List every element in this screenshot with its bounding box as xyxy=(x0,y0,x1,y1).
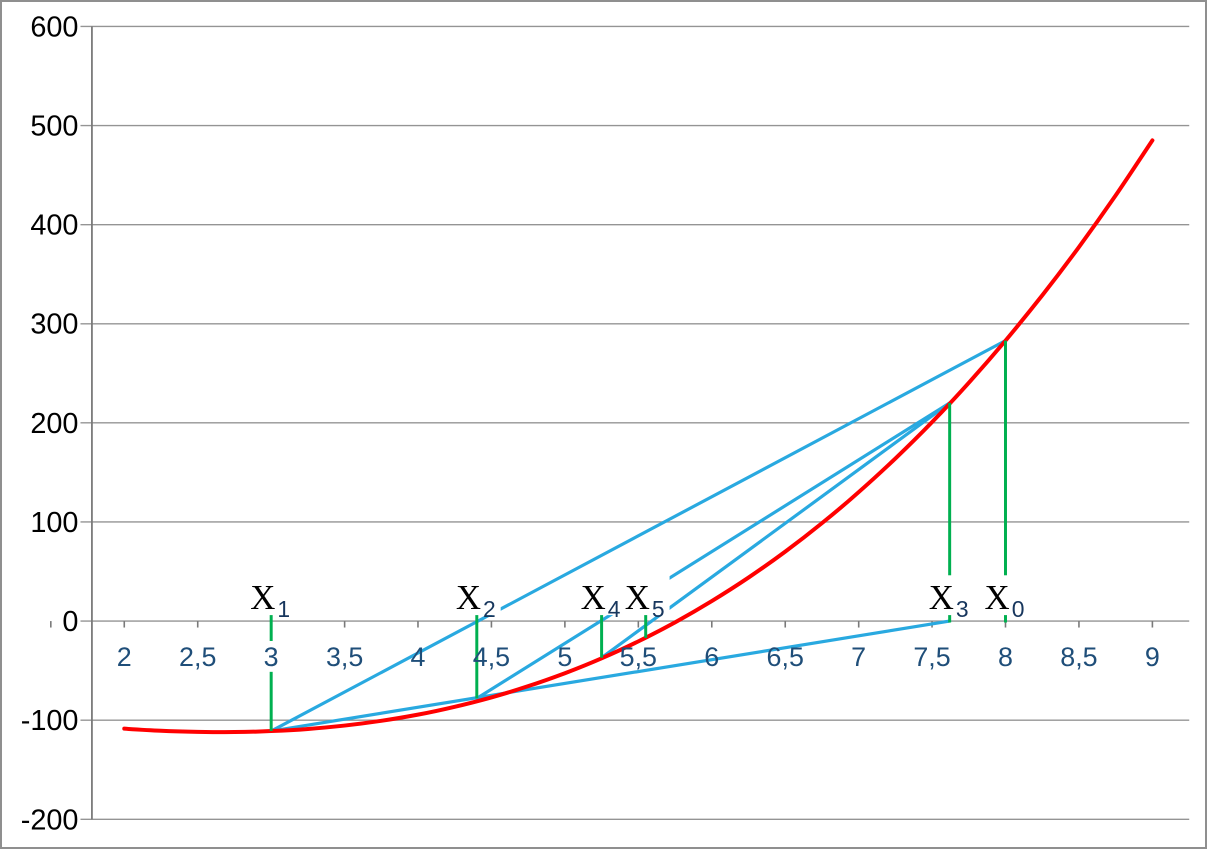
secant-line-1 xyxy=(269,339,1008,733)
marker-label-bg-x2 xyxy=(454,575,501,616)
marker-label-bg-x1 xyxy=(249,575,296,616)
y-tick-label: 600 xyxy=(30,11,78,43)
marker-label-bg-x4 xyxy=(579,575,626,616)
secant-line-4 xyxy=(600,401,952,660)
x-tick-label: 6 xyxy=(704,642,719,672)
function-curve xyxy=(122,138,1155,735)
x-tick-label: 2,5 xyxy=(179,642,216,672)
x-tick-label: 2 xyxy=(117,642,132,672)
x-tick-label: 9 xyxy=(1145,642,1160,672)
y-tick-label: 0 xyxy=(62,606,78,638)
x-tick-label-bg xyxy=(995,640,1016,672)
x-tick-label: 7 xyxy=(851,642,866,672)
x-tick-label: 6,5 xyxy=(767,642,804,672)
x-tick-label: 7,5 xyxy=(913,642,950,672)
secant-line-3 xyxy=(475,401,952,700)
x-tick-label: 4,5 xyxy=(473,642,510,672)
marker-label-bg-x5 xyxy=(623,575,670,616)
x-tick-label: 5,5 xyxy=(620,642,657,672)
marker-label-bg-x0 xyxy=(983,575,1030,616)
y-tick-label: 200 xyxy=(30,408,78,440)
marker-label-bg-x3 xyxy=(927,575,974,616)
x-tick-label: 3,5 xyxy=(326,642,363,672)
y-tick-label: -100 xyxy=(21,705,79,737)
x-tick-label: 8 xyxy=(998,642,1013,672)
y-tick-label: -200 xyxy=(21,804,79,836)
x-tick-label-bg xyxy=(261,640,281,672)
y-tick-label: 300 xyxy=(30,309,78,341)
marker-label-x4: X4 xyxy=(581,578,621,622)
y-tick-label: 400 xyxy=(30,210,78,242)
y-tick-label: 100 xyxy=(30,507,78,539)
x-tick-label: 3 xyxy=(264,642,279,672)
x-tick-label: 8,5 xyxy=(1060,642,1097,672)
marker-label-x1: X1 xyxy=(250,578,290,622)
secant-line-2 xyxy=(269,619,952,733)
x-tick-label: 4 xyxy=(411,642,426,672)
x-tick-label: 5 xyxy=(557,642,572,672)
y-tick-label: 500 xyxy=(30,110,78,142)
